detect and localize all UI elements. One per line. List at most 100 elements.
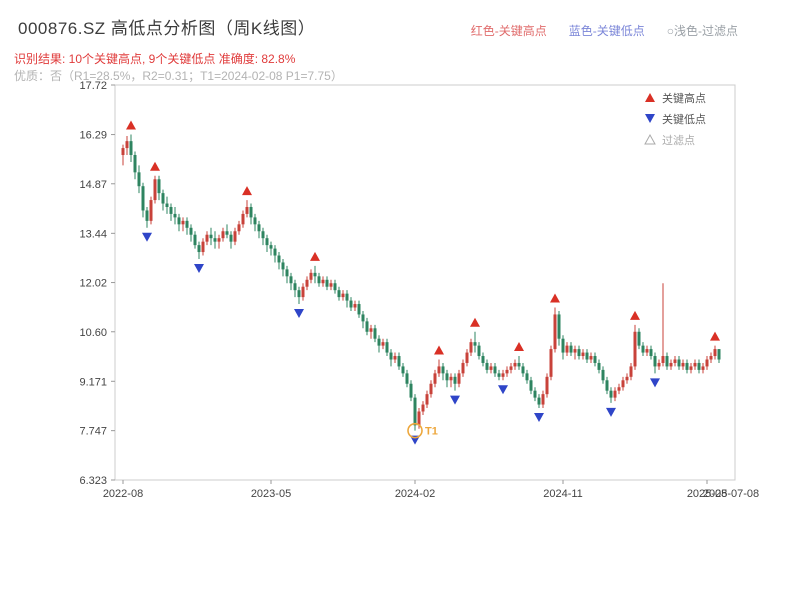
candle-body — [385, 342, 389, 353]
candle-body — [289, 276, 293, 284]
candle-body — [409, 383, 413, 398]
candle-body — [169, 206, 173, 214]
key-low-marker — [606, 407, 616, 417]
x-tick-label: 2024-02 — [395, 488, 435, 500]
candle-body — [693, 362, 697, 367]
key-low-marker — [450, 395, 460, 405]
candle-body — [505, 369, 509, 374]
candle-body — [441, 366, 445, 374]
y-tick-label: 12.02 — [79, 278, 107, 290]
candle-body — [533, 390, 537, 398]
key-low-marker — [534, 413, 544, 423]
legend-down-triangle-icon — [645, 114, 655, 123]
candle-body — [613, 390, 617, 398]
candle-body — [429, 383, 433, 395]
candle-body — [209, 234, 213, 239]
axes: 6.323 7.747 9.171 10.60 12.02 13.44 14.87 16.29… — [79, 80, 759, 500]
candle-body — [193, 234, 197, 246]
candle-body — [181, 220, 185, 225]
candle-body — [413, 397, 417, 426]
x-tick-label: 2022-08 — [103, 488, 143, 500]
x-tick-label: 2023-05 — [251, 488, 291, 500]
y-tick-label: 7.747 — [79, 426, 107, 438]
candle-body — [521, 366, 525, 374]
candle-body — [437, 366, 441, 374]
candle-body — [197, 245, 201, 253]
candle-body — [229, 234, 233, 242]
header-legend: 红色-关键高点 蓝色-关键低点 ○浅色-过滤点 — [449, 22, 738, 39]
candle-body — [393, 356, 397, 360]
candle-body — [277, 255, 281, 263]
candle-body — [585, 352, 589, 360]
candle-body — [301, 286, 305, 298]
candle-body — [449, 376, 453, 381]
candle-body — [633, 331, 637, 367]
candle-body — [161, 193, 165, 204]
candle-body — [201, 241, 205, 253]
key-high-marker — [434, 345, 444, 355]
candle-body — [221, 231, 225, 239]
candle-body — [645, 349, 649, 353]
candle-body — [453, 376, 457, 384]
candle-body — [577, 349, 581, 357]
candle-body — [557, 314, 561, 339]
candle-body — [269, 245, 273, 249]
candle-body — [501, 373, 505, 377]
y-tick-label: 9.171 — [79, 376, 107, 388]
candle-body — [321, 279, 325, 284]
candle-body — [509, 366, 513, 370]
key-high-marker — [310, 251, 320, 261]
candle-body — [605, 380, 609, 391]
candle-body — [481, 356, 485, 363]
key-high-marker — [710, 331, 720, 341]
candle-body — [357, 304, 361, 315]
key-high-marker — [630, 310, 640, 320]
candle-body — [629, 366, 633, 377]
candle-body — [185, 220, 189, 228]
legend-open-triangle-icon — [644, 133, 656, 145]
candle-body — [241, 213, 245, 225]
candle-body — [657, 362, 661, 367]
x-tick-label: 2024-11 — [543, 488, 583, 500]
candle-body — [717, 349, 721, 360]
candle-body — [573, 349, 577, 353]
candle-body — [373, 328, 377, 339]
candle-body — [153, 179, 157, 201]
candle-body — [589, 356, 593, 360]
candle-body — [669, 362, 673, 367]
candle-body — [365, 321, 369, 332]
header-legend-item: 红色-关键高点 — [470, 24, 547, 38]
candle-body — [177, 217, 181, 225]
legend-item-label: 关键低点 — [662, 112, 706, 126]
candle-body — [625, 376, 629, 381]
candle-body — [173, 213, 177, 218]
legend-item-label: 过滤点 — [662, 134, 695, 147]
candle-body — [433, 373, 437, 384]
candle-body — [529, 380, 533, 391]
candle-body — [401, 366, 405, 374]
candle-body — [549, 349, 553, 377]
candle-body — [141, 186, 145, 211]
key-low-marker — [498, 385, 508, 395]
candle-body — [689, 366, 693, 370]
candle-body — [569, 345, 573, 353]
key-high-marker — [550, 293, 560, 303]
candle-body — [337, 290, 341, 298]
candle-body — [465, 352, 469, 363]
candle-body — [149, 200, 153, 221]
candle-body — [681, 362, 685, 367]
candle-body — [189, 227, 193, 235]
candle-body — [165, 203, 169, 207]
candle-body — [145, 210, 149, 221]
candle-body — [341, 293, 345, 298]
page-title: 000876.SZ 高低点分析图（周K线图） — [18, 19, 316, 38]
plot-border — [114, 84, 736, 481]
candle-body — [281, 262, 285, 270]
candle-body — [485, 362, 489, 370]
candle-body — [661, 356, 665, 363]
candle-body — [489, 366, 493, 370]
candle-body — [649, 349, 653, 357]
t1-circle — [407, 422, 423, 439]
